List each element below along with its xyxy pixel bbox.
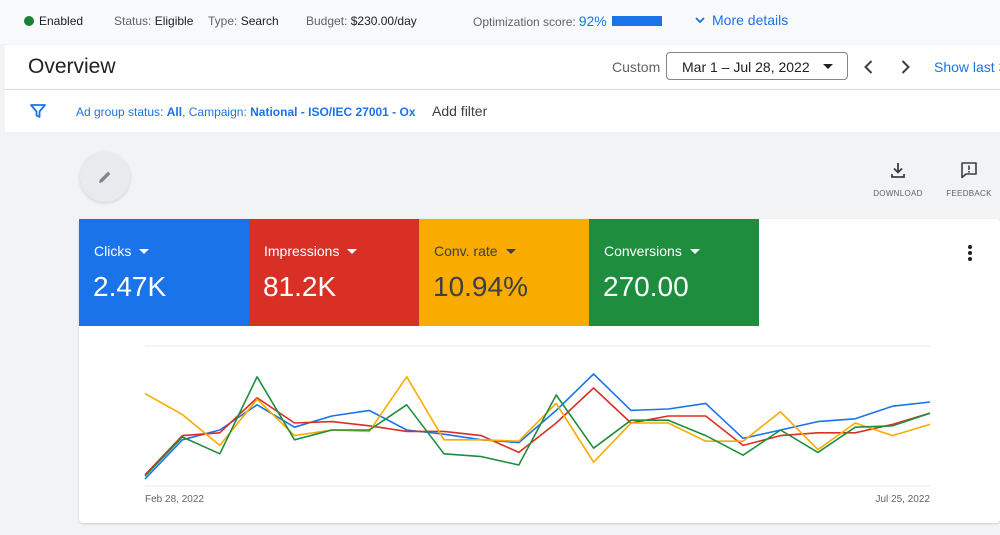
dropdown-arrow-icon [823, 64, 833, 69]
optimization-score[interactable]: Optimization score: 92% [473, 13, 662, 29]
page-title: Overview [28, 55, 116, 78]
edit-overview-button[interactable] [80, 152, 130, 202]
more-options-icon[interactable] [968, 245, 972, 263]
x-axis-start-label: Feb 28, 2022 [145, 494, 204, 505]
campaign-type: Type: Search [208, 14, 279, 28]
performance-chart-card: Clicks 2.47K Impressions 81.2K Conv. rat… [79, 219, 1000, 523]
date-range-picker[interactable]: Mar 1 – Jul 28, 2022 [666, 52, 848, 80]
line-chart: Feb 28, 2022 Jul 25, 2022 [144, 345, 931, 505]
metric-card-conversions[interactable]: Conversions 270.00 [589, 219, 759, 326]
filter-bar: Ad group status: All, Campaign: National… [5, 90, 1000, 132]
download-icon [891, 163, 905, 178]
chevron-down-icon [695, 17, 705, 24]
active-filters[interactable]: Ad group status: All, Campaign: National… [76, 105, 416, 119]
chevron-right-icon [901, 60, 910, 74]
eligibility-status: Status: Eligible [114, 14, 194, 28]
download-button[interactable]: DOWNLOAD [868, 160, 928, 198]
series-line-1 [144, 373, 931, 480]
series-line-3 [144, 375, 931, 463]
x-axis-end-label: Jul 25, 2022 [876, 494, 931, 505]
caret-down-icon [689, 249, 700, 254]
caret-down-icon [139, 249, 150, 254]
metric-card-impressions[interactable]: Impressions 81.2K [249, 219, 419, 326]
caret-down-icon [347, 249, 358, 254]
series-line-2 [144, 387, 931, 476]
status-dot-icon [24, 16, 34, 26]
more-details-link[interactable]: More details [694, 12, 788, 28]
pencil-icon [99, 171, 111, 183]
series-line-4 [144, 375, 931, 477]
feedback-icon [961, 162, 977, 179]
caret-down-icon [505, 249, 516, 254]
add-filter-button[interactable]: Add filter [432, 103, 488, 119]
metric-card-conv-rate[interactable]: Conv. rate 10.94% [419, 219, 589, 326]
next-period-button[interactable] [893, 55, 917, 79]
show-last-button[interactable]: Show last 3 [934, 59, 1000, 75]
campaign-status-bar: Enabled Status: Eligible Type: Search Bu… [0, 0, 1000, 44]
overview-header: Overview Custom Mar 1 – Jul 28, 2022 Sho… [5, 45, 1000, 90]
date-range-type: Custom [612, 59, 661, 75]
previous-period-button[interactable] [857, 55, 881, 79]
chevron-left-icon [864, 60, 873, 74]
date-range-value: Mar 1 – Jul 28, 2022 [682, 59, 810, 75]
metric-card-clicks[interactable]: Clicks 2.47K [79, 219, 249, 326]
filter-icon[interactable] [29, 102, 47, 120]
feedback-button[interactable]: FEEDBACK [939, 160, 999, 198]
enabled-status[interactable]: Enabled [24, 14, 83, 28]
budget-info[interactable]: Budget: $230.00/day [306, 14, 417, 28]
optimization-score-bar [611, 16, 662, 26]
